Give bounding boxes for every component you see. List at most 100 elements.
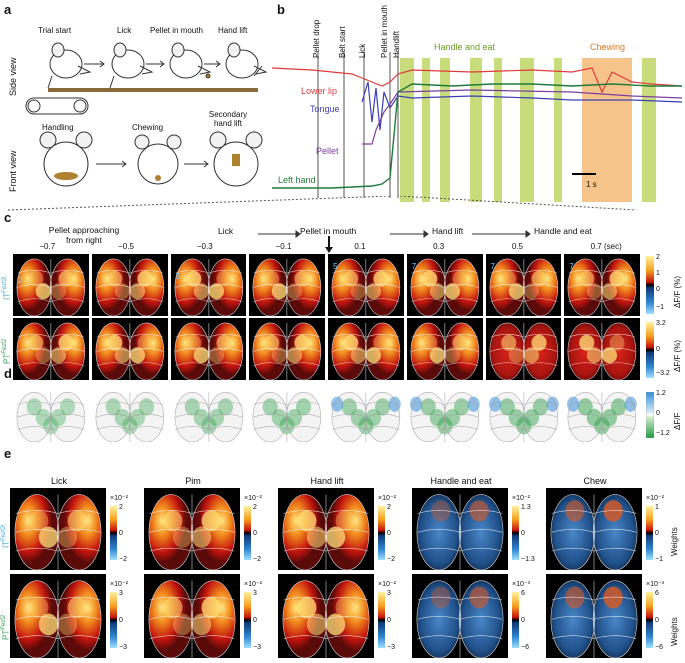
trace-pellet xyxy=(362,89,682,145)
step-lick: Lick xyxy=(117,26,132,35)
c1-tick-0: 0 xyxy=(656,286,660,293)
colorbar-c2 xyxy=(646,322,654,378)
weight-exponent: ×10⁻³ xyxy=(512,581,530,588)
weight-tick: −1.3 xyxy=(521,556,535,563)
region-marker: 7 xyxy=(569,262,574,271)
it-dff-map xyxy=(485,254,562,316)
weight-tick: 0 xyxy=(253,530,257,537)
c2-tick-top: 3.2 xyxy=(656,320,666,327)
weight-exponent: ×10⁻² xyxy=(110,581,128,588)
difference-map xyxy=(485,388,562,442)
weight-tick: 0 xyxy=(119,617,123,624)
step-chewing: Chewing xyxy=(132,123,164,132)
weight-brain-map xyxy=(10,574,106,658)
weight-colorbar xyxy=(244,592,251,648)
weight-brain-map xyxy=(412,574,508,658)
difference-map xyxy=(13,388,89,442)
e-column-title: Chew xyxy=(583,476,607,486)
weight-map xyxy=(144,488,240,570)
diff-brain-map xyxy=(485,388,562,442)
weight-colorbar xyxy=(110,592,117,648)
c2-tick-bottom: −3.2 xyxy=(656,370,670,377)
phase-arrows xyxy=(258,230,531,238)
panel-label-b: b xyxy=(277,2,285,17)
difference-map xyxy=(91,388,168,442)
side-view-label: Side view xyxy=(8,57,18,96)
trace-tongue xyxy=(361,81,682,131)
weight-map xyxy=(10,574,106,658)
row-label-pt: PTFezf2 xyxy=(2,338,12,364)
weight-exponent: ×10⁻² xyxy=(244,581,262,588)
weight-colorbar xyxy=(110,506,117,560)
weight-brain-map xyxy=(144,574,240,658)
pt-dff-map xyxy=(249,318,325,380)
time-label: 0.7 (sec) xyxy=(590,242,622,251)
it-dff-map xyxy=(91,254,168,316)
e-weights-2: Weights xyxy=(670,617,679,646)
it-dff-map xyxy=(328,254,404,316)
front-view-label: Front view xyxy=(8,150,18,192)
d-unit: ΔF/F xyxy=(673,412,682,430)
label-chewing: Chewing xyxy=(590,42,626,52)
weight-map xyxy=(412,488,508,570)
time-label: −0.1 xyxy=(275,242,292,251)
weight-colorbar xyxy=(378,592,385,648)
weight-tick: 0 xyxy=(253,617,257,624)
event-lick: Lick xyxy=(358,43,367,58)
time-label: 0.5 xyxy=(511,242,523,251)
it-dff-map xyxy=(249,254,325,316)
brain-map xyxy=(328,254,404,316)
pt-dff-map xyxy=(170,318,247,380)
side-mouse-3-icon xyxy=(169,42,212,79)
weight-tick: −2 xyxy=(119,556,127,563)
time-label: −0.7 xyxy=(39,242,56,251)
phase-lick: Lick xyxy=(218,226,234,236)
colorbar-d xyxy=(646,392,654,438)
weight-map xyxy=(144,574,240,658)
weight-exponent: ×10⁻³ xyxy=(646,581,664,588)
weight-exponent: ×10⁻² xyxy=(110,495,128,502)
weight-tick: 0 xyxy=(655,530,659,537)
handle-eat-bands xyxy=(400,58,656,202)
e-row-label-it: ITFezf2l xyxy=(1,524,11,548)
panel-label-c: c xyxy=(4,210,12,225)
step-hand-lift: Hand lift xyxy=(218,26,248,35)
weight-tick: −2 xyxy=(253,556,261,563)
weight-tick: 0 xyxy=(387,530,391,537)
brain-map xyxy=(13,318,89,380)
e-column-title: Hand lift xyxy=(310,476,344,486)
diff-brain-map xyxy=(249,388,325,442)
weight-tick: −3 xyxy=(119,644,127,651)
weight-brain-map xyxy=(10,488,106,570)
event-pellet-drop: Pellet drop xyxy=(312,19,321,58)
weight-tick: 6 xyxy=(655,590,659,597)
brain-map xyxy=(328,318,404,380)
weight-tick: −1 xyxy=(655,556,663,563)
brain-map xyxy=(406,254,483,316)
zoom-lines xyxy=(7,196,637,211)
weight-colorbar xyxy=(512,506,519,560)
header-pellet-approaching: Pellet approaching from right xyxy=(48,225,120,245)
weight-tick: 0 xyxy=(387,617,391,624)
pt-dff-map xyxy=(13,318,89,380)
weight-map xyxy=(546,488,642,570)
time-label: 0.1 xyxy=(354,242,366,251)
pt-dff-map xyxy=(485,318,562,380)
weight-map xyxy=(412,574,508,658)
weight-map xyxy=(10,488,106,570)
e-column-title: Handle and eat xyxy=(430,476,492,486)
conveyor-belt-icon xyxy=(25,97,89,115)
step-trial-start: Trial start xyxy=(38,26,72,35)
side-mouse-2-icon xyxy=(109,42,154,89)
phase-handle-and-eat: Handle and eat xyxy=(534,226,592,236)
label-handle-and-eat: Handle and eat xyxy=(434,42,496,52)
pt-dff-map xyxy=(328,318,404,380)
weight-exponent: ×10⁻² xyxy=(512,495,530,502)
brain-map xyxy=(564,318,640,380)
label-scale: 1 s xyxy=(586,180,597,189)
diff-brain-map xyxy=(13,388,89,442)
trace-lower-lip xyxy=(272,67,682,94)
weight-tick: 1.3 xyxy=(521,504,531,511)
weight-exponent: ×10⁻² xyxy=(378,495,396,502)
step-secondary-hand-lift: Secondary hand lift xyxy=(208,110,248,128)
